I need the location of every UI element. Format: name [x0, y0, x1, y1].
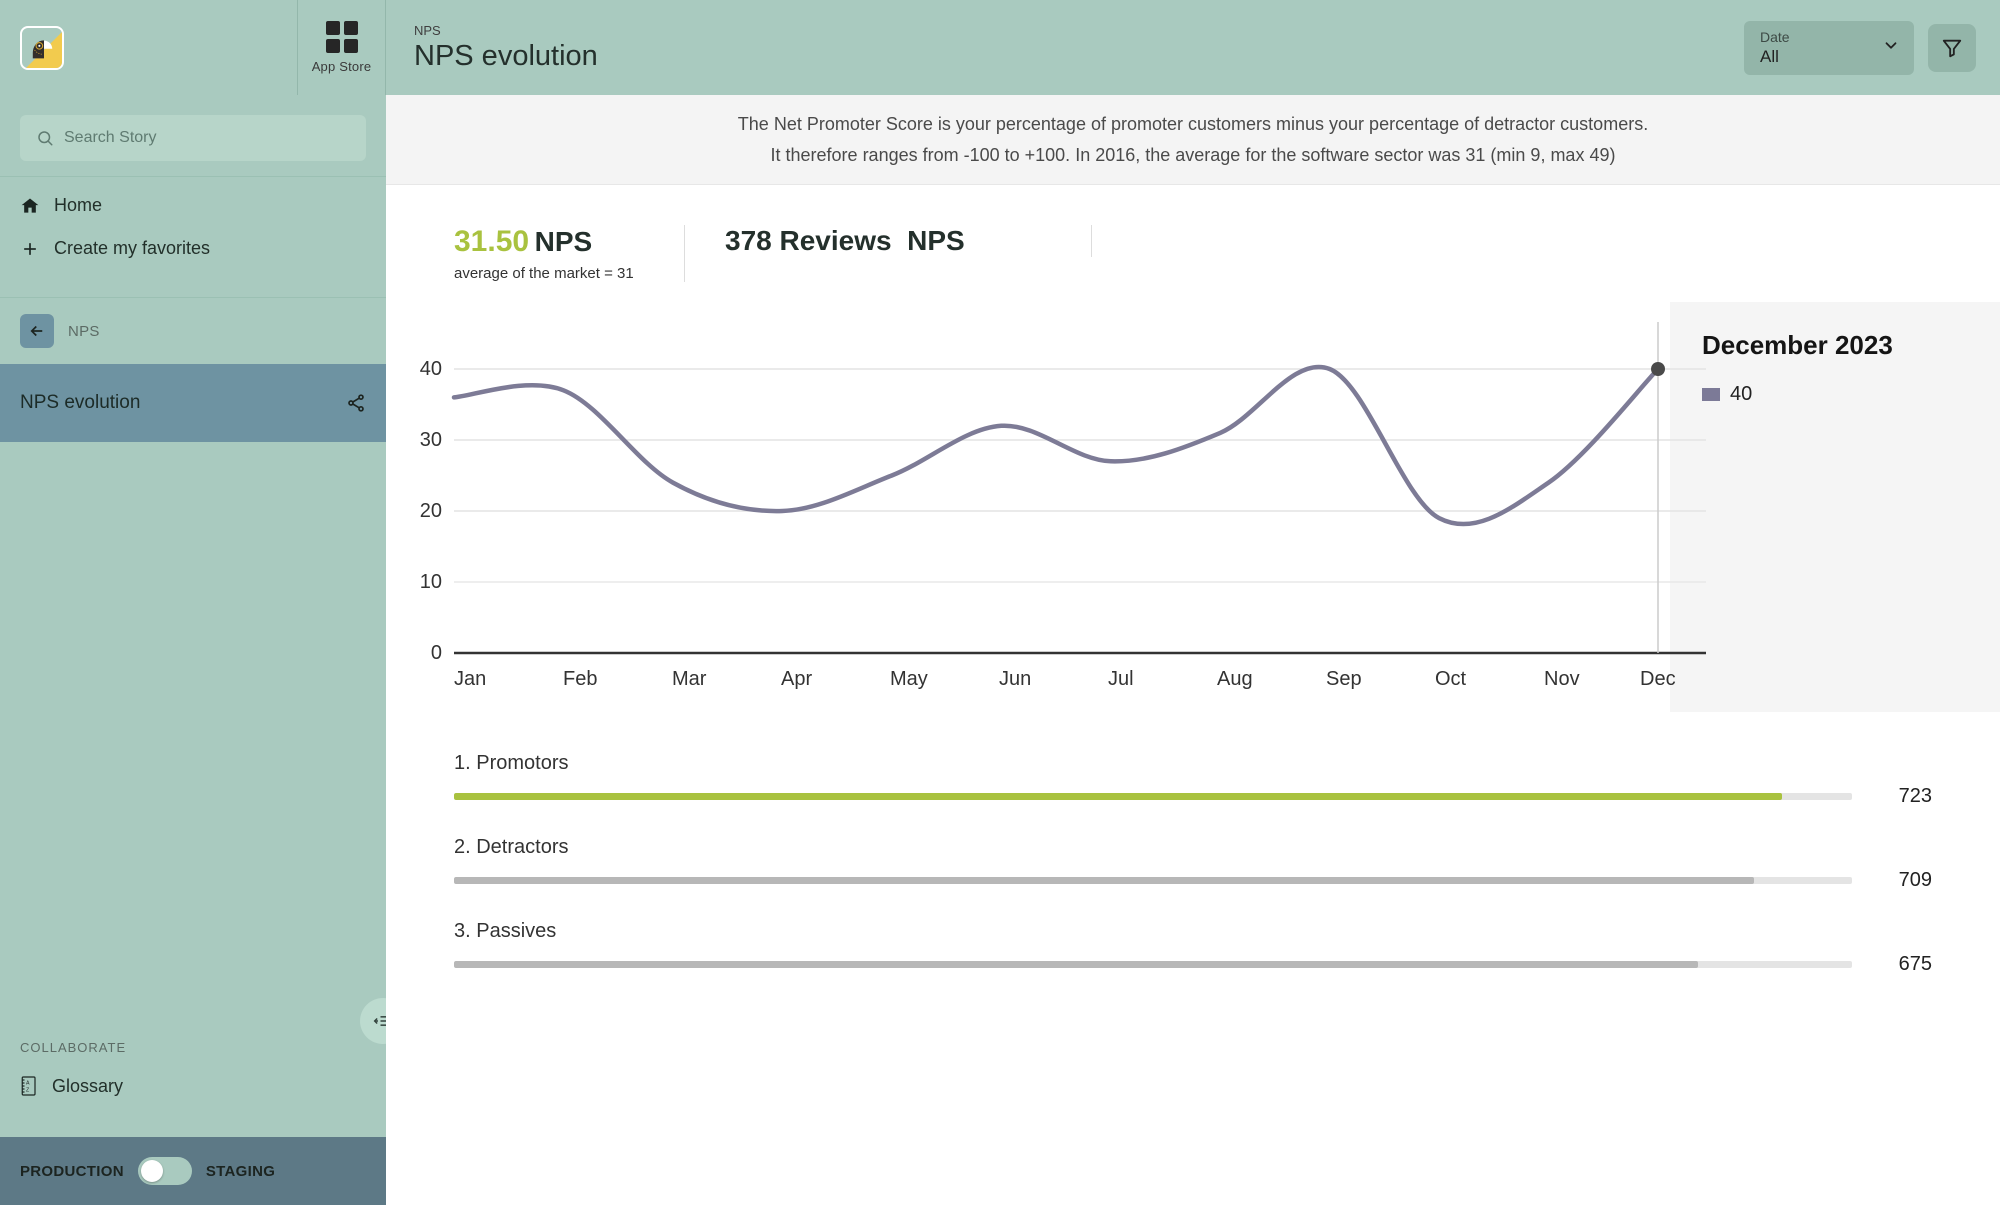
svg-text:Nov: Nov [1544, 668, 1580, 690]
svg-text:Sep: Sep [1326, 668, 1362, 690]
svg-text:Jun: Jun [999, 668, 1031, 690]
svg-text:May: May [890, 668, 928, 690]
svg-text:30: 30 [420, 429, 442, 451]
svg-text:Dec: Dec [1640, 668, 1676, 690]
svg-text:Aug: Aug [1217, 668, 1253, 690]
svg-text:0: 0 [431, 642, 442, 664]
svg-text:A: A [26, 1081, 30, 1087]
svg-text:Feb: Feb [563, 668, 597, 690]
svg-text:Apr: Apr [781, 668, 812, 690]
svg-text:20: 20 [420, 500, 442, 522]
svg-text:Z: Z [26, 1087, 30, 1093]
svg-text:Mar: Mar [672, 668, 707, 690]
svg-text:Jan: Jan [454, 668, 486, 690]
svg-text:Jul: Jul [1108, 668, 1134, 690]
svg-text:Oct: Oct [1435, 668, 1467, 690]
svg-text:10: 10 [420, 571, 442, 593]
svg-text:40: 40 [420, 358, 442, 380]
